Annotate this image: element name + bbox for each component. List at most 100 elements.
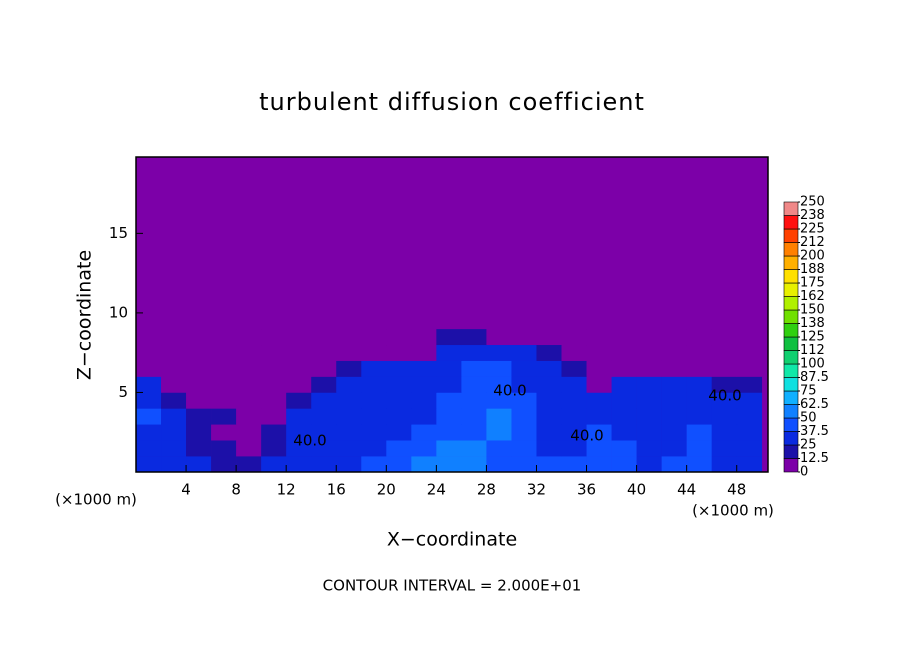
field-cell — [661, 360, 687, 377]
field-cell — [561, 456, 587, 473]
colorbar-swatch — [783, 242, 799, 257]
field-cell — [461, 344, 487, 361]
field-cell — [386, 376, 412, 393]
field-cell — [511, 360, 537, 377]
field-cell — [386, 312, 412, 330]
field-cell — [736, 376, 763, 393]
field-cell — [711, 328, 738, 346]
colorbar-label: 125 — [800, 330, 825, 345]
x-tick-label: 48 — [727, 481, 746, 499]
field-cell — [261, 440, 287, 457]
colorbar-swatch — [783, 323, 799, 338]
colorbar-swatch — [783, 309, 799, 324]
field-cell — [261, 456, 287, 473]
field-cell — [186, 392, 212, 409]
field-cell — [536, 344, 562, 361]
field-cell — [511, 344, 537, 361]
field-cell — [561, 424, 587, 441]
field-cell — [686, 328, 712, 346]
field-cell — [211, 424, 237, 441]
colorbar-label: 188 — [800, 262, 825, 277]
colorbar-label: 37.5 — [800, 424, 829, 439]
field-cell — [486, 456, 512, 473]
field-cell — [236, 440, 262, 457]
colorbar-swatch — [783, 431, 799, 446]
field-cell — [436, 408, 462, 425]
field-cell — [536, 440, 562, 457]
field-cell — [386, 424, 412, 441]
field-cell — [561, 360, 587, 377]
field-cell — [711, 392, 738, 409]
field-cell — [461, 440, 487, 457]
field-cell — [411, 344, 437, 361]
field-cell — [611, 344, 637, 361]
colorbar-label: 150 — [800, 303, 825, 318]
field-cell — [636, 312, 662, 330]
field-cell — [586, 376, 612, 393]
field-cell — [311, 376, 337, 393]
field-cell — [286, 376, 312, 393]
field-cell — [361, 440, 387, 457]
field-cell — [486, 376, 512, 393]
field-cell — [336, 344, 362, 361]
field-cell — [311, 344, 337, 361]
x-tick-label: 16 — [327, 481, 346, 499]
field-cell — [736, 440, 763, 457]
field-cell — [336, 440, 362, 457]
field-cell — [411, 376, 437, 393]
colorbar-label: 138 — [800, 316, 825, 331]
field-cell — [686, 424, 712, 441]
field-cell — [286, 392, 312, 409]
field-cell — [486, 440, 512, 457]
field-cell — [361, 456, 387, 473]
field-cell — [511, 456, 537, 473]
field-cell — [236, 424, 262, 441]
field-cell — [486, 424, 512, 441]
field-cell — [211, 408, 237, 425]
field-cell — [686, 392, 712, 409]
field-cell — [161, 344, 187, 361]
x-axis-label: X−coordinate — [387, 529, 517, 551]
field-cell — [736, 392, 763, 409]
field-cell — [286, 408, 312, 425]
field-cell — [461, 392, 487, 409]
field-cell — [536, 424, 562, 441]
field-cell — [611, 408, 637, 425]
field-cell — [411, 408, 437, 425]
colorbar-swatch — [783, 363, 799, 378]
field-cell — [261, 344, 287, 361]
field-cell — [561, 328, 587, 346]
field-cell — [661, 328, 687, 346]
y-tick-label: 5 — [118, 383, 128, 401]
field-cell — [611, 424, 637, 441]
x-tick-label: 8 — [231, 481, 241, 499]
x-unit-label: (×1000 m) — [55, 491, 137, 509]
y-axis-label: Z−coordinate — [74, 250, 96, 380]
field-cell — [636, 440, 662, 457]
field-cell — [736, 344, 763, 361]
field-cell — [386, 392, 412, 409]
field-cell — [186, 424, 212, 441]
field-cell — [311, 392, 337, 409]
contour-label: 40.0 — [570, 427, 603, 445]
field-cell — [361, 360, 387, 377]
field-cell — [661, 424, 687, 441]
field-cell — [386, 344, 412, 361]
field-cell — [686, 408, 712, 425]
colorbar-label: 62.5 — [800, 397, 829, 412]
field-cell — [636, 376, 662, 393]
field-cell — [236, 392, 262, 409]
colorbar-label: 250 — [800, 195, 825, 210]
field-cell — [636, 360, 662, 377]
field-cell — [461, 312, 487, 330]
colorbar-swatch — [783, 390, 799, 405]
field-cell — [286, 456, 312, 473]
colorbar-swatch — [783, 201, 799, 216]
field-cell — [636, 392, 662, 409]
field-cell — [636, 344, 662, 361]
field-cell — [261, 312, 287, 330]
field-cell — [536, 456, 562, 473]
colorbar-label: 12.5 — [800, 451, 829, 466]
chart-title: turbulent diffusion coefficient — [259, 88, 645, 116]
field-cell — [686, 376, 712, 393]
